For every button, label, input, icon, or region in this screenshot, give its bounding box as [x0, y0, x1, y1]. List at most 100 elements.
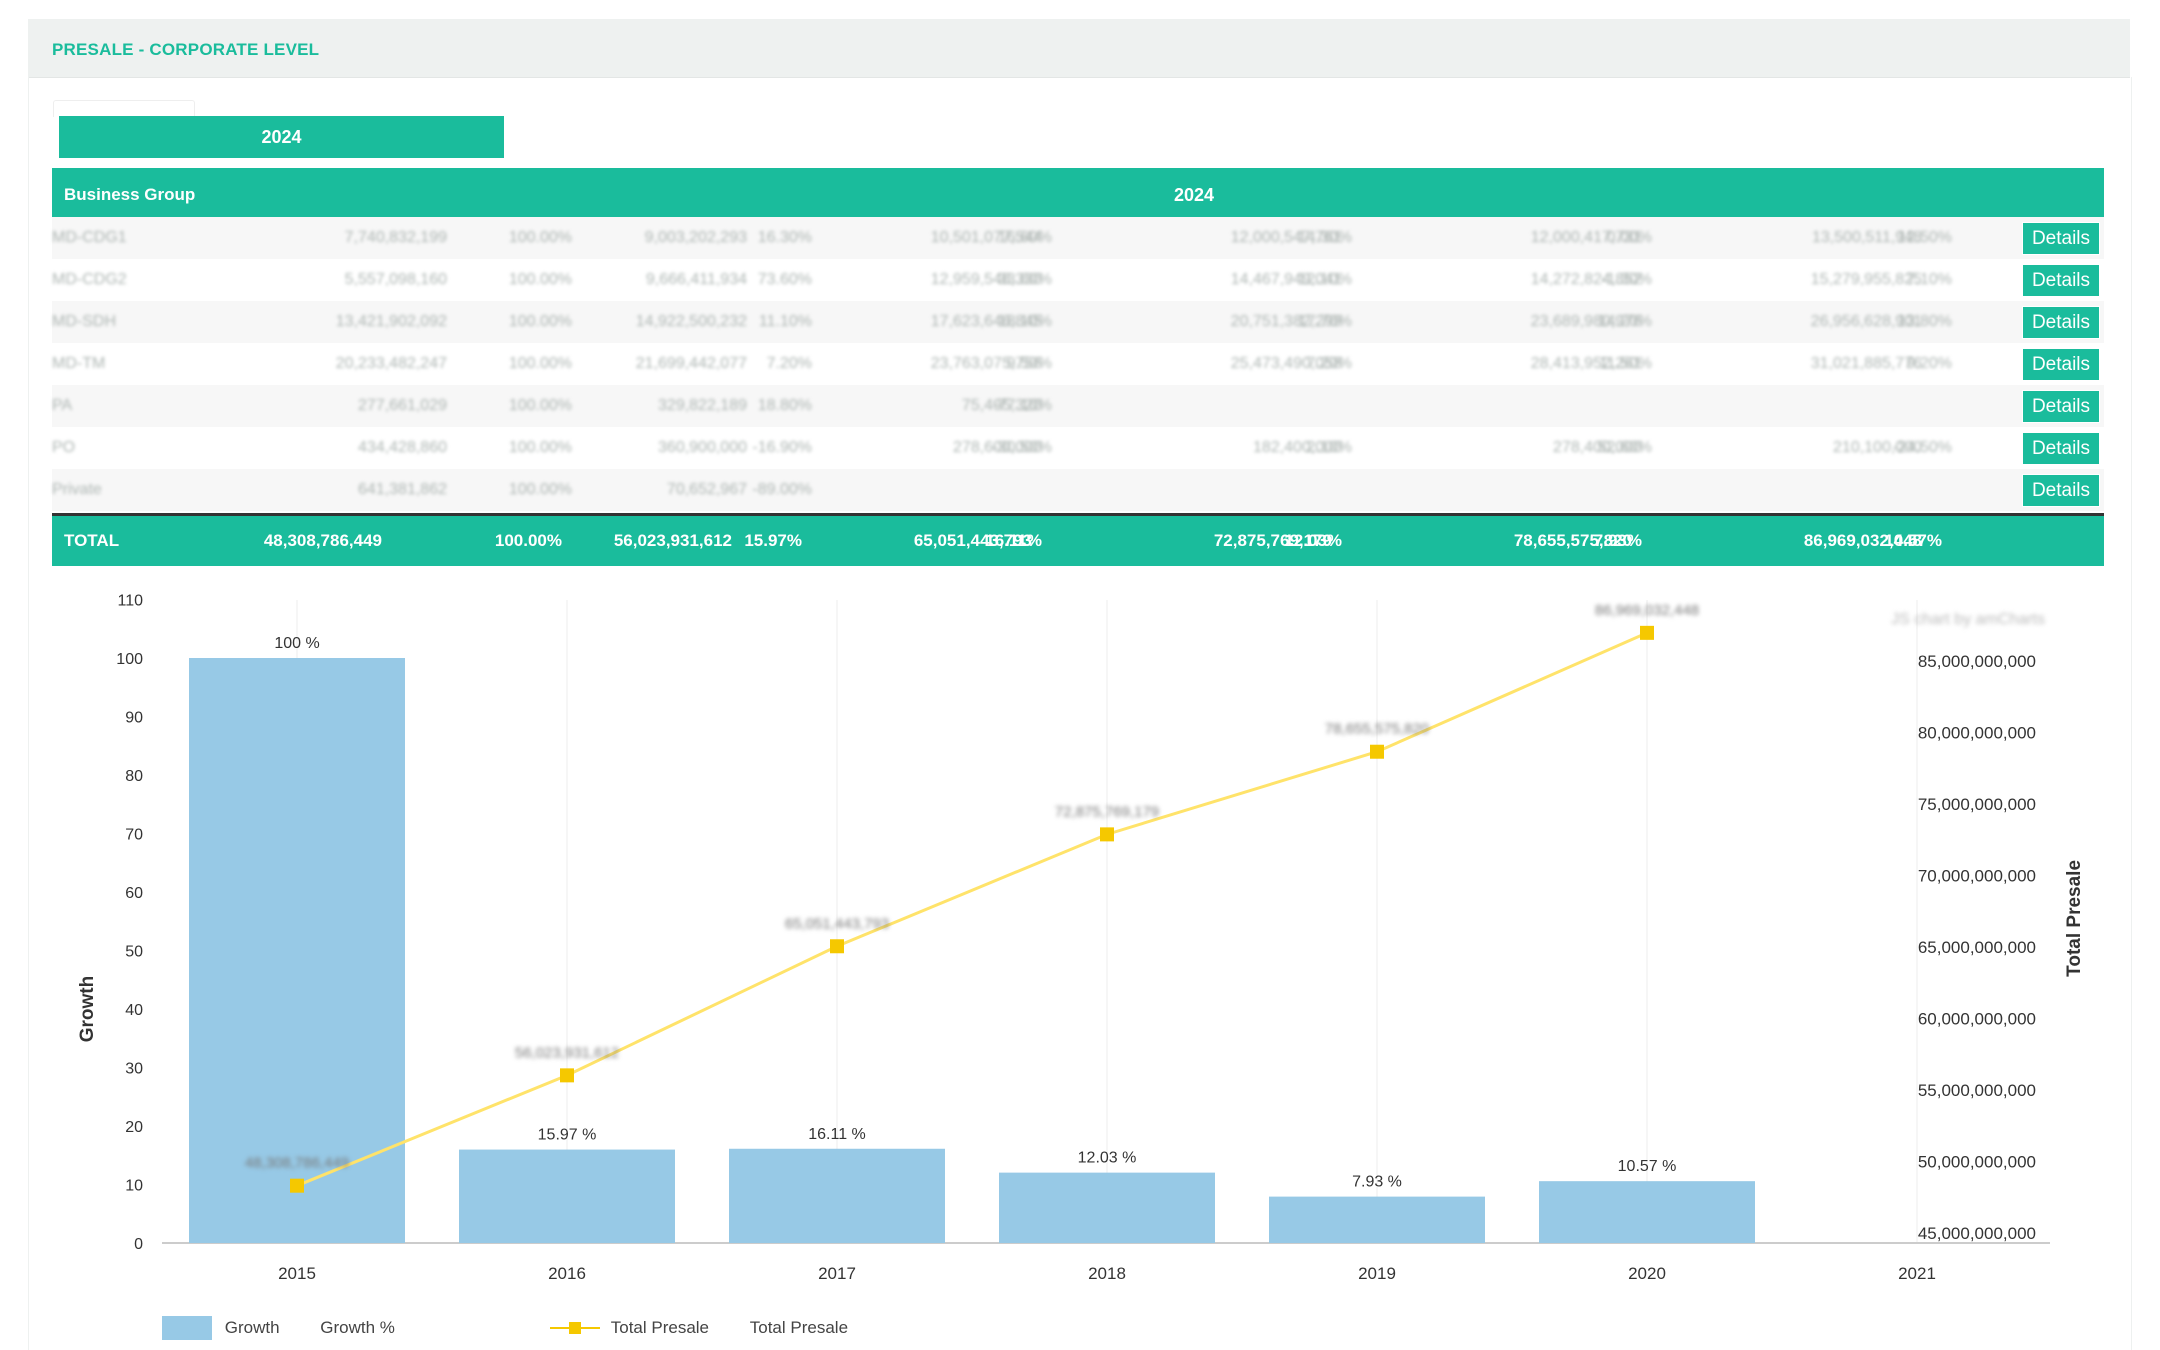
total-cell: 78,655,575,820	[1513, 531, 1632, 550]
row-cell: 7.20%	[1306, 355, 1352, 372]
panel-body	[28, 77, 2132, 1350]
x-tick-label: 2018	[1088, 1264, 1126, 1283]
row-cell: 26,956,628,901	[1810, 313, 1922, 330]
row-cell: 14,922,500,232	[635, 313, 747, 330]
row-cell: 11.10%	[758, 313, 812, 330]
x-tick-label: 2015	[278, 1264, 316, 1283]
row-cell: 641,381,862	[358, 481, 447, 498]
y2-axis-title: Total Presale	[2064, 860, 2085, 977]
row-business-group: Private	[52, 481, 102, 498]
y-tick-label: 40	[125, 1002, 143, 1019]
row-cell: 7,740,832,199	[344, 229, 447, 246]
business-group-header: Business Group	[64, 185, 196, 204]
table-row: MD-SDH 13,421,902,092 100.00% 14,922,500,23…	[52, 301, 2104, 343]
details-button[interactable]: Details	[2022, 432, 2100, 465]
growth-bar	[1539, 1181, 1755, 1243]
x-tick-label: 2020	[1628, 1264, 1666, 1283]
growth-bar-label: 15.97 %	[538, 1127, 597, 1144]
row-cell: 100.00%	[508, 397, 572, 414]
x-tick-label: 2021	[1898, 1264, 1936, 1283]
growth-bar-label: 10.57 %	[1618, 1158, 1677, 1175]
row-cell: 2.10%	[1306, 439, 1352, 456]
row-cell: 14.20%	[1597, 313, 1652, 330]
row-cell: -77.10%	[992, 397, 1052, 414]
details-button[interactable]: Details	[2022, 474, 2100, 507]
row-cell: 20,233,482,247	[335, 355, 447, 372]
growth-bar	[999, 1172, 1215, 1243]
row-cell: 277,661,029	[358, 397, 447, 414]
y-tick-label: 50	[125, 944, 143, 961]
row-cell: 17.70%	[1297, 313, 1352, 330]
growth-bar-label: 12.03 %	[1078, 1150, 1137, 1167]
tab-outline	[53, 100, 195, 117]
row-cell: 7.10%	[1906, 271, 1952, 288]
row-cell: 70,652,967	[666, 481, 747, 498]
details-button[interactable]: Details	[2022, 222, 2100, 255]
total-presale-point	[1100, 827, 1114, 842]
total-presale-label: 78,655,575,820	[1325, 721, 1429, 738]
legend-growth[interactable]: Growth Growth %	[162, 1316, 395, 1340]
table-row: PA 277,661,029 100.00% 329,822,189 18.80% 75,…	[52, 385, 2104, 427]
y2-tick-label: 75,000,000,000	[1918, 795, 2036, 814]
row-cell: 12,000,547,761	[1230, 229, 1342, 246]
row-cell	[1232, 469, 1352, 511]
total-presale-label: 56,023,931,612	[515, 1044, 619, 1061]
row-cell: 75,495,320	[961, 397, 1042, 414]
row-cell: -30.50%	[992, 439, 1052, 456]
row-cell: 23,689,980,976	[1530, 313, 1642, 330]
details-button[interactable]: Details	[2022, 390, 2100, 423]
row-cell: 278,400,000	[1553, 439, 1642, 456]
row-cell: 18.10%	[997, 313, 1052, 330]
details-button[interactable]: Details	[2022, 306, 2100, 339]
row-cell: 14,272,824,852	[1530, 271, 1642, 288]
row-cell: 100.00%	[508, 355, 572, 372]
legend-total-label: Total Presale	[610, 1318, 710, 1337]
row-cell: 100.00%	[508, 271, 572, 288]
legend-total-value: Total Presale	[749, 1318, 849, 1337]
growth-bar-label: 100 %	[274, 635, 319, 652]
row-cell: 15,279,955,825	[1810, 271, 1922, 288]
details-button[interactable]: Details	[2022, 264, 2100, 297]
x-tick-label: 2016	[548, 1264, 586, 1283]
row-cell: 13,500,511,948	[1811, 229, 1922, 246]
total-cell: 65,051,443,793	[913, 531, 1032, 550]
row-cell: 100.00%	[508, 313, 572, 330]
growth-bar	[189, 658, 405, 1243]
total-cell: 86,969,032,448	[1803, 531, 1922, 550]
x-tick-label: 2017	[818, 1264, 856, 1283]
legend-bar-marker	[162, 1316, 212, 1340]
presale-chart: 0 10 20 30 40 50 60 70 80 90 100 110 45,000,000,000 5…	[77, 593, 2085, 1284]
y2-tick-label: 70,000,000,000	[1918, 867, 2036, 886]
y2-tick-label: 45,000,000,000	[1918, 1224, 2036, 1243]
table-row: MD-CDG1 7,740,832,199 100.00% 9,003,202,293…	[52, 217, 2104, 259]
row-cell: 73.60%	[757, 271, 812, 288]
total-cell: 56,023,931,612	[613, 531, 732, 550]
row-cell: 52.60%	[1597, 439, 1652, 456]
table-row: PO 434,428,860 100.00% 360,900,000 -16.90% 27…	[52, 427, 2104, 469]
row-cell: 12.10%	[1297, 271, 1352, 288]
row-cell: 14.30%	[1297, 229, 1352, 246]
y2-tick-label: 55,000,000,000	[1918, 1081, 2036, 1100]
total-presale-point	[290, 1178, 304, 1193]
row-business-group: MD-CDG2	[52, 271, 127, 288]
legend-total-presale[interactable]: Total Presale Total Presale	[550, 1316, 848, 1340]
row-cell: 12.50%	[1897, 229, 1952, 246]
year-select-button[interactable]: 2024	[59, 116, 504, 158]
row-cell: 23,763,075,756	[930, 355, 1042, 372]
table-row: MD-TM 20,233,482,247 100.00% 21,699,442,077…	[52, 343, 2104, 385]
details-button[interactable]: Details	[2022, 348, 2100, 381]
total-presale-label: 65,051,443,793	[785, 915, 889, 932]
row-cell: 9.50%	[1006, 355, 1052, 372]
legend-growth-value: Growth %	[320, 1318, 395, 1337]
total-presale-point	[560, 1068, 574, 1083]
row-cell: 16.30%	[757, 229, 812, 246]
y-tick-label: 30	[125, 1061, 143, 1078]
legend-growth-label: Growth	[224, 1318, 280, 1337]
y-tick-label: 10	[125, 1178, 143, 1195]
row-cell: 278,600,000	[953, 439, 1042, 456]
row-business-group: MD-CDG1	[52, 229, 127, 246]
row-cell: 21,699,442,077	[635, 355, 747, 372]
total-presale-label: 86,969,032,448	[1595, 602, 1699, 619]
total-cell: 48,308,786,449	[263, 531, 382, 550]
row-cell: -24.50%	[1892, 439, 1952, 456]
